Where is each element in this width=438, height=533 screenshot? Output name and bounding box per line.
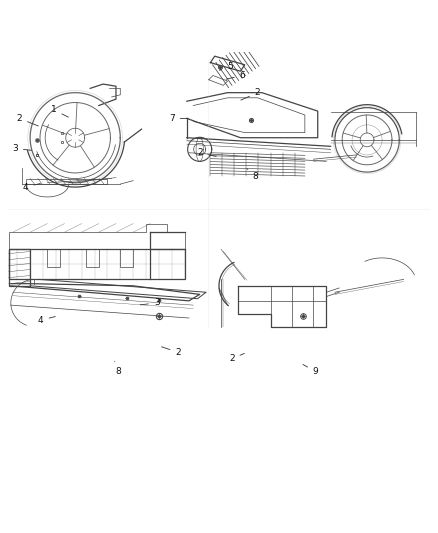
Text: 3: 3 <box>140 298 159 308</box>
Bar <box>47 249 60 266</box>
Text: 2: 2 <box>162 347 181 357</box>
Text: 4: 4 <box>23 183 40 191</box>
Text: 9: 9 <box>303 365 318 376</box>
Text: 8: 8 <box>115 361 121 376</box>
Text: 2: 2 <box>17 114 38 126</box>
Bar <box>86 249 99 266</box>
Text: 7: 7 <box>169 114 188 123</box>
Text: 2: 2 <box>229 353 244 364</box>
Text: 8: 8 <box>247 168 258 181</box>
Bar <box>120 249 133 266</box>
Text: 2: 2 <box>197 148 216 157</box>
Text: 5: 5 <box>219 62 233 71</box>
Text: 1: 1 <box>51 106 68 117</box>
Text: 3: 3 <box>12 144 32 153</box>
Text: 2: 2 <box>241 88 261 100</box>
Text: 6: 6 <box>226 71 245 80</box>
Text: 4: 4 <box>38 316 55 325</box>
